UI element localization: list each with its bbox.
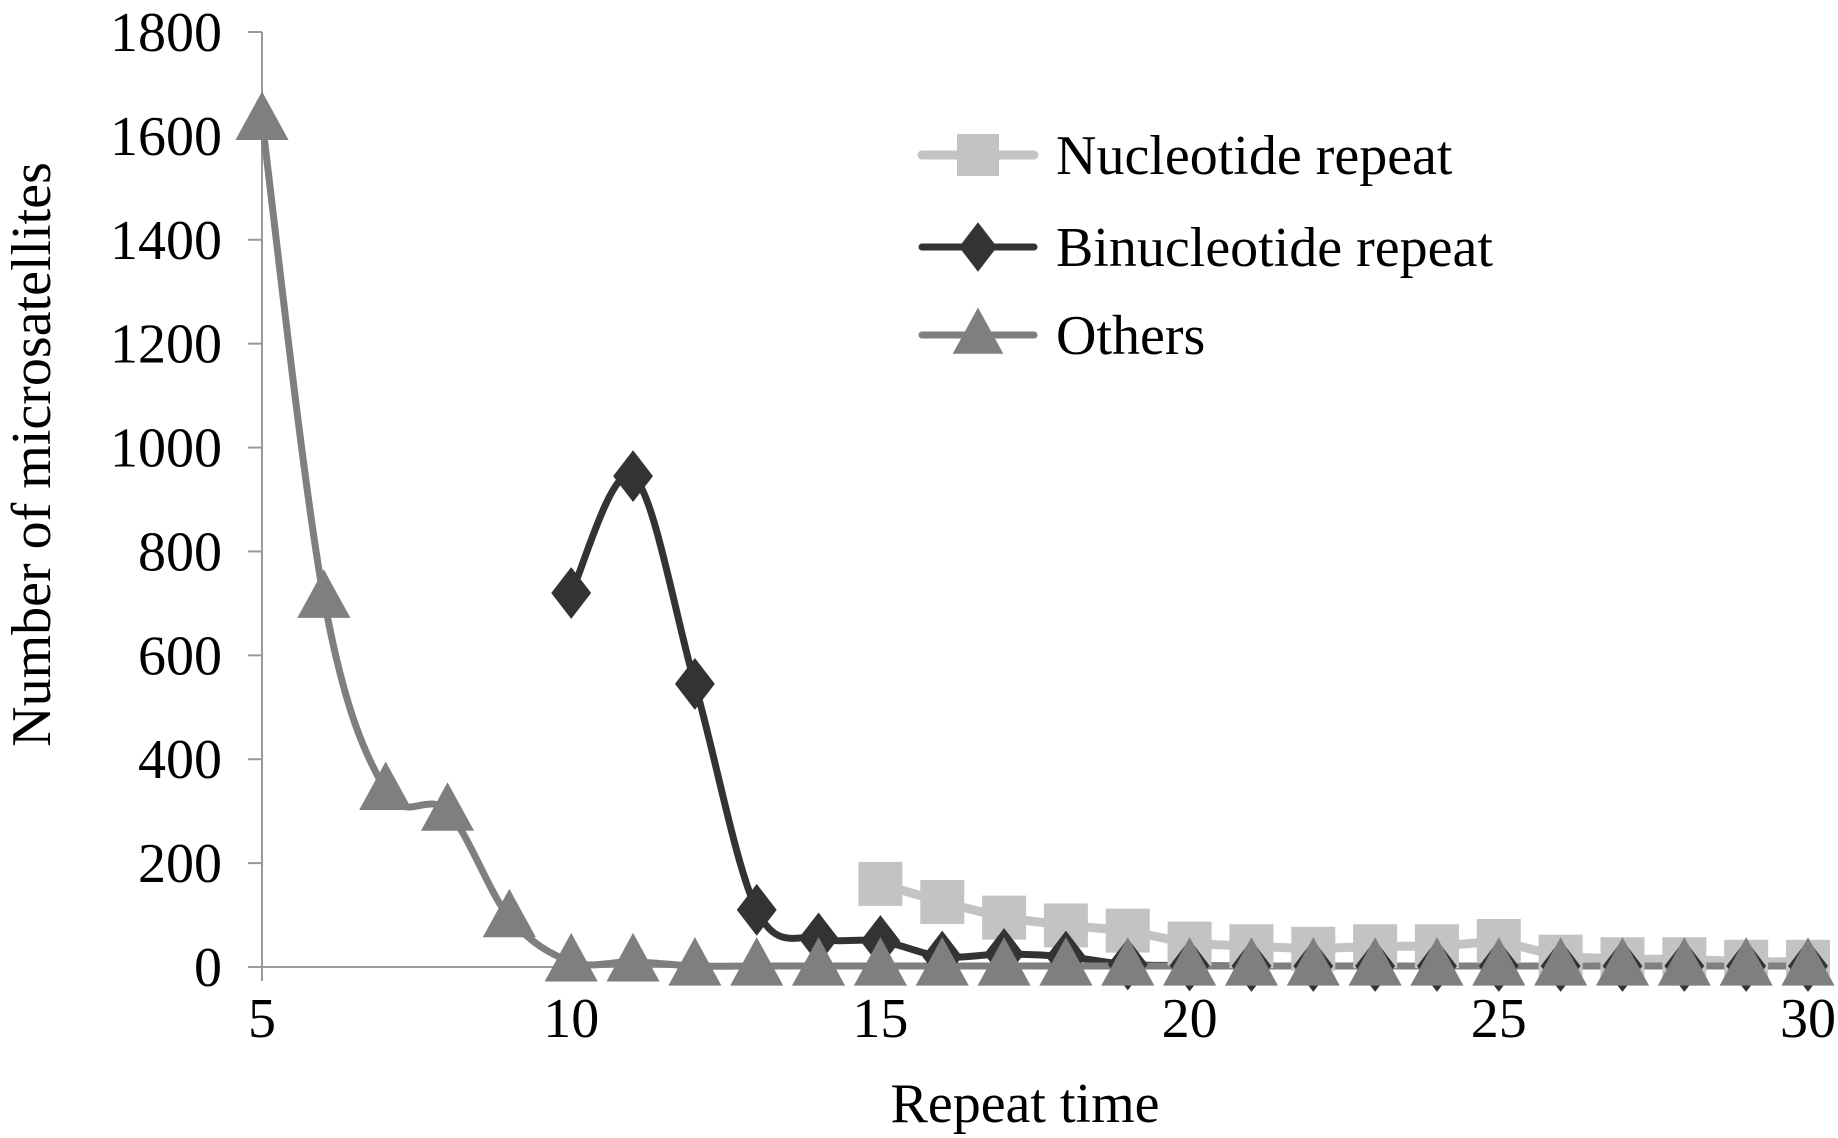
- data-point-2-4: [482, 888, 536, 938]
- x-axis-title: Repeat time: [890, 1073, 1159, 1135]
- legend-label-2: Others: [1056, 305, 1205, 367]
- y-tick-label: 800: [138, 521, 222, 583]
- legend-marker-1: [959, 222, 997, 272]
- axes: 0 200 400 600 800 1000 1200 1400 1600 1800 5 10 15 20…: [110, 2, 1836, 1050]
- data-point-2-11: [915, 937, 969, 986]
- legend-label-0: Nucleotide repeat: [1056, 125, 1453, 187]
- y-tick-label: 1600: [110, 106, 222, 168]
- series-markers: [235, 91, 1835, 992]
- y-tick-label: 1000: [110, 418, 222, 480]
- legend: Nucleotide repeat Binucleotide repeat Othe…: [917, 125, 1493, 367]
- x-tick-label: 30: [1780, 988, 1836, 1050]
- data-point-2-13: [1039, 937, 1093, 986]
- data-point-0-0: [858, 861, 903, 906]
- data-point-2-21: [1534, 937, 1588, 986]
- legend-marker-0: [957, 134, 999, 176]
- data-point-2-9: [791, 937, 846, 986]
- data-point-2-10: [853, 937, 907, 986]
- data-point-2-7: [668, 937, 722, 986]
- y-tick-label: 0: [194, 937, 222, 999]
- y-tick-label: 600: [138, 625, 222, 687]
- data-point-2-19: [1410, 937, 1464, 986]
- data-point-1-2: [674, 657, 715, 710]
- data-point-2-16: [1224, 937, 1279, 986]
- data-point-1-3: [736, 883, 777, 936]
- data-point-2-1: [297, 569, 351, 618]
- y-tick-label: 1800: [110, 2, 222, 64]
- data-point-2-8: [730, 937, 784, 986]
- data-point-2-22: [1595, 937, 1650, 986]
- data-point-2-24: [1719, 937, 1773, 986]
- y-tick-label: 1200: [110, 314, 222, 376]
- legend-label-1: Binucleotide repeat: [1056, 217, 1493, 279]
- data-point-2-6: [606, 932, 660, 982]
- y-tick-label: 400: [138, 729, 222, 791]
- x-tick-label: 10: [543, 988, 599, 1050]
- series-line-0: [875, 879, 1813, 967]
- x-tick-label: 5: [248, 988, 276, 1050]
- y-axis-title: Number of microsatellites: [1, 162, 63, 747]
- data-point-1-0: [551, 567, 592, 619]
- data-point-2-20: [1472, 937, 1526, 986]
- data-point-2-5: [544, 932, 598, 982]
- data-point-2-2: [359, 761, 413, 811]
- data-point-2-25: [1781, 937, 1835, 986]
- data-point-2-18: [1348, 937, 1402, 986]
- legend-marker-2: [952, 307, 1004, 354]
- x-tick-label: 25: [1471, 988, 1527, 1050]
- y-tick-label: 1400: [110, 210, 222, 272]
- data-point-0-1: [920, 880, 965, 925]
- data-point-2-12: [977, 937, 1031, 986]
- data-point-2-23: [1657, 937, 1711, 986]
- y-tick-label: 200: [138, 833, 222, 895]
- data-point-2-0: [235, 91, 289, 140]
- x-tick-label: 15: [852, 988, 908, 1050]
- data-point-2-15: [1163, 937, 1217, 986]
- x-tick-label: 20: [1162, 988, 1218, 1050]
- data-point-2-17: [1286, 937, 1340, 986]
- data-point-1-1: [613, 450, 653, 503]
- data-point-2-14: [1101, 937, 1155, 986]
- data-point-2-3: [420, 782, 475, 831]
